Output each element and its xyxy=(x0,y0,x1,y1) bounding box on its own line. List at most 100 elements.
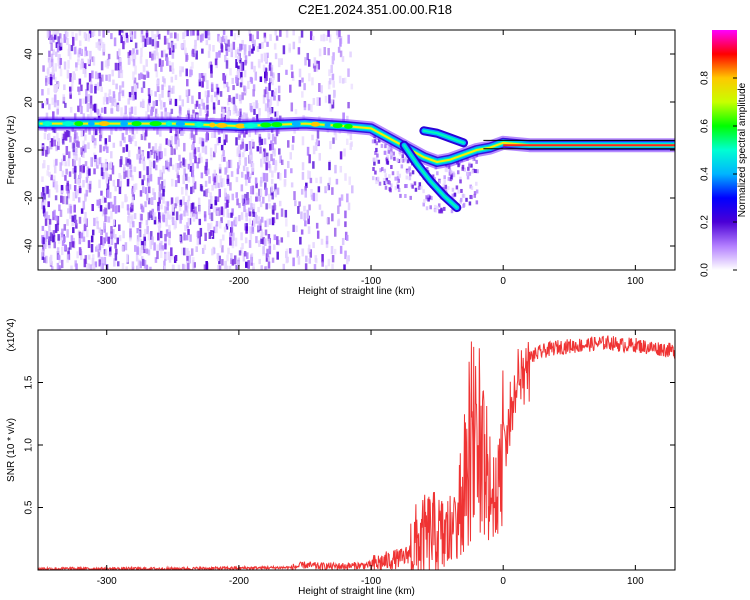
noise-speckle xyxy=(127,150,131,158)
noise-speckle xyxy=(150,231,153,240)
ridge-blob xyxy=(74,121,84,127)
noise-speckle xyxy=(285,69,288,75)
noise-speckle xyxy=(177,163,180,170)
noise-speckle xyxy=(131,196,134,205)
noise-speckle xyxy=(117,62,120,71)
noise-speckle xyxy=(425,167,429,172)
noise-speckle xyxy=(211,230,215,239)
noise-speckle xyxy=(148,142,151,149)
noise-speckle xyxy=(425,206,429,211)
noise-speckle xyxy=(189,133,192,140)
noise-speckle xyxy=(162,185,166,193)
noise-speckle xyxy=(181,66,184,73)
noise-speckle xyxy=(321,254,324,263)
noise-speckle xyxy=(165,212,168,219)
noise-speckle xyxy=(117,205,121,213)
noise-speckle xyxy=(267,234,271,242)
noise-speckle xyxy=(132,58,136,66)
noise-speckle xyxy=(227,220,230,227)
noise-speckle xyxy=(264,229,268,236)
noise-speckle xyxy=(49,232,53,242)
noise-speckle xyxy=(107,53,111,60)
noise-speckle xyxy=(303,212,306,221)
noise-speckle xyxy=(457,163,460,168)
noise-speckle xyxy=(132,54,135,62)
noise-speckle xyxy=(198,236,202,245)
noise-speckle xyxy=(173,148,176,155)
noise-speckle xyxy=(204,232,207,241)
noise-speckle xyxy=(102,30,105,38)
noise-speckle xyxy=(209,192,212,198)
noise-speckle xyxy=(140,217,143,224)
noise-speckle xyxy=(181,247,184,255)
noise-speckle xyxy=(175,144,178,150)
noise-speckle xyxy=(206,104,209,110)
noise-speckle xyxy=(271,142,275,150)
noise-speckle xyxy=(222,177,225,187)
noise-speckle xyxy=(249,173,252,179)
noise-speckle xyxy=(52,179,56,188)
noise-speckle xyxy=(190,203,194,212)
noise-speckle xyxy=(53,159,56,168)
noise-speckle xyxy=(339,38,342,47)
noise-speckle xyxy=(249,33,252,42)
noise-speckle xyxy=(129,30,132,38)
noise-speckle xyxy=(115,83,118,90)
noise-speckle xyxy=(133,213,137,220)
noise-speckle xyxy=(78,30,82,36)
noise-speckle xyxy=(282,263,285,270)
noise-speckle xyxy=(268,244,272,252)
noise-speckle xyxy=(225,166,229,173)
noise-speckle xyxy=(108,162,111,170)
noise-speckle xyxy=(259,201,263,208)
noise-speckle xyxy=(114,62,118,71)
noise-speckle xyxy=(300,188,304,195)
noise-speckle xyxy=(318,153,321,161)
noise-speckle xyxy=(63,224,67,231)
noise-speckle xyxy=(154,35,158,42)
noise-speckle xyxy=(230,258,233,264)
x-tick-label: -100 xyxy=(361,576,381,587)
noise-speckle xyxy=(171,164,175,170)
noise-speckle xyxy=(238,150,241,158)
noise-speckle xyxy=(434,204,437,209)
noise-speckle xyxy=(260,158,263,166)
noise-speckle xyxy=(98,256,102,263)
noise-speckle xyxy=(55,51,58,57)
noise-speckle xyxy=(127,208,130,215)
noise-speckle xyxy=(191,61,194,69)
noise-speckle xyxy=(77,105,80,112)
noise-speckle xyxy=(240,62,243,72)
noise-speckle xyxy=(254,71,258,81)
noise-speckle xyxy=(285,248,289,258)
noise-speckle xyxy=(145,32,149,39)
noise-speckle xyxy=(52,30,55,36)
noise-speckle xyxy=(215,174,219,183)
noise-speckle xyxy=(305,182,308,188)
noise-speckle xyxy=(87,263,91,269)
noise-speckle xyxy=(159,129,162,137)
noise-speckle xyxy=(327,47,330,56)
noise-speckle xyxy=(142,174,146,181)
noise-speckle xyxy=(191,144,194,151)
noise-speckle xyxy=(104,158,108,168)
noise-speckle xyxy=(271,72,275,79)
noise-speckle xyxy=(349,51,352,58)
noise-speckle xyxy=(252,211,255,217)
noise-speckle xyxy=(254,211,257,218)
noise-speckle xyxy=(92,30,96,37)
noise-speckle xyxy=(189,69,192,78)
noise-speckle xyxy=(252,203,256,210)
noise-speckle xyxy=(315,139,319,145)
noise-speckle xyxy=(160,50,164,58)
noise-speckle xyxy=(66,254,69,263)
noise-speckle xyxy=(235,176,239,183)
colorbar-tick-label: 0.2 xyxy=(700,215,711,229)
noise-speckle xyxy=(122,147,125,153)
noise-speckle xyxy=(181,43,185,51)
noise-speckle xyxy=(248,226,252,233)
noise-speckle xyxy=(328,177,332,186)
noise-speckle xyxy=(287,161,290,169)
noise-speckle xyxy=(114,253,118,261)
noise-speckle xyxy=(82,140,85,149)
